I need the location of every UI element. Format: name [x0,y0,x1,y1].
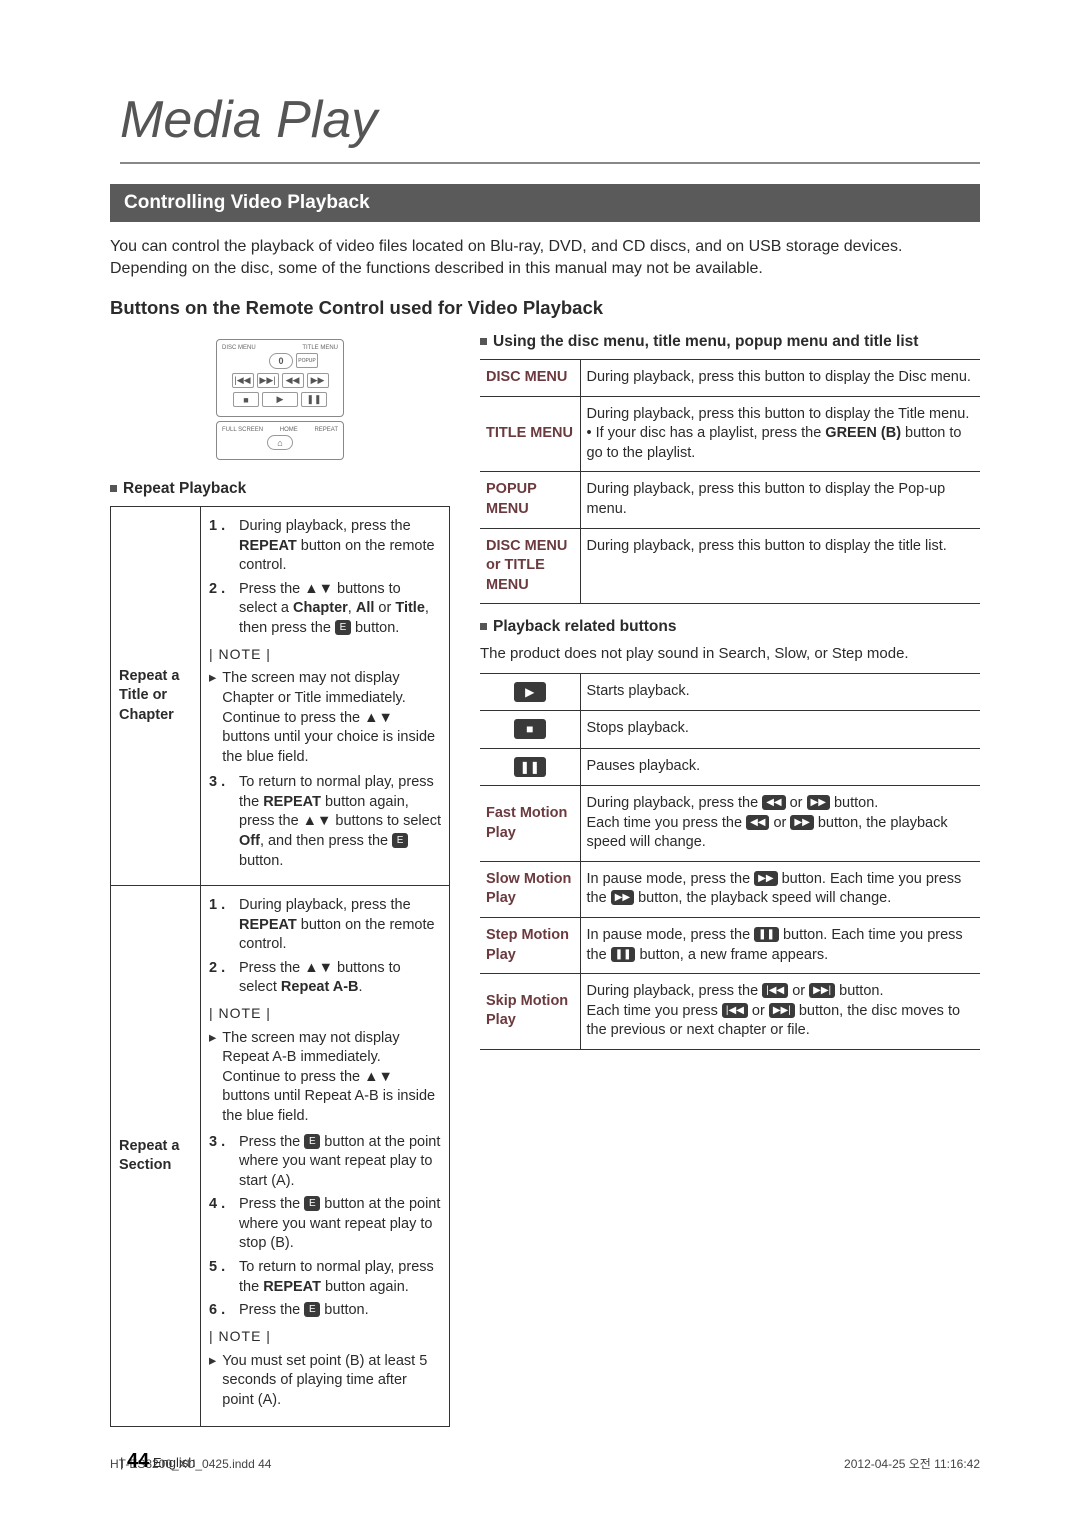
step-number: 2 . [209,959,231,998]
menu-row-label: DISC MENU or TITLE MENU [480,528,580,604]
step-text: Press the E button at the point where yo… [239,1133,441,1192]
playback-desc: During playback, press the |◀◀ or ▶▶| bu… [580,974,980,1050]
intro-text: You can control the playback of video fi… [110,236,980,279]
step-number: 3 . [209,773,231,871]
menu-table: DISC MENUDuring playback, press this but… [480,359,980,604]
note-label: NOTE [209,645,441,664]
remote-pause-icon: ❚❚ [301,392,327,407]
playback-mode-note: The product does not play sound in Searc… [480,644,980,664]
note-bullet-icon: ▸ [209,1029,216,1127]
menu-row-label: POPUP MENU [480,472,580,528]
step-number: 1 . [209,896,231,955]
page-number: 44 [127,1450,149,1472]
playback-row-label: Step Motion Play [480,918,580,974]
repeat-section-cell: 1 . During playback, press the REPEAT but… [201,886,450,1427]
left-column: DISC MENU TITLE MENU 0 POPUP |◀◀ ▶▶| ◀◀ … [110,333,450,1427]
note-bullet-icon: ▸ [209,669,216,767]
remote-label-fullscreen: FULL SCREEN [222,427,263,433]
playback-icon: ❚❚ [514,757,546,777]
remote-label-home: HOME [280,427,298,433]
step-number: 6 . [209,1301,231,1321]
playback-icon: ▶ [514,682,546,702]
right-column: Using the disc menu, title menu, popup m… [480,333,980,1427]
step-number: 3 . [209,1133,231,1192]
playback-row-label: Skip Motion Play [480,974,580,1050]
menu-row-label: TITLE MENU [480,396,580,472]
note-text: You must set point (B) at least 5 second… [222,1352,441,1411]
section-banner: Controlling Video Playback [110,184,980,222]
repeat-title-chapter-cell: 1 . During playback, press the REPEAT but… [201,507,450,886]
remote-skip-back-icon: |◀◀ [232,373,254,388]
menu-heading: Using the disc menu, title menu, popup m… [480,333,980,351]
step-text: Press the ▲▼ buttons to select Repeat A-… [239,959,441,998]
step-text: During playback, press the REPEAT button… [239,517,441,576]
remote-play-icon: ▶ [262,392,298,407]
remote-home-icon: ⌂ [267,435,293,450]
step-number: 5 . [209,1258,231,1297]
step-number: 4 . [209,1195,231,1254]
note-text: The screen may not display Repeat A-B im… [222,1029,441,1127]
repeat-playback-heading: Repeat Playback [110,480,450,498]
remote-label-repeat: REPEAT [314,427,338,433]
footer-date: 2012-04-25 오전 11:16:42 [844,1455,980,1472]
remote-zero-button: 0 [269,353,293,369]
menu-row-label: DISC MENU [480,360,580,397]
remote-buttons-subhead: Buttons on the Remote Control used for V… [110,297,980,319]
playback-table: ▶ Starts playback. ■ Stops playback. ❚❚ Pause… [480,673,980,1050]
step-text: Press the ▲▼ buttons to select a Chapter… [239,580,441,639]
note-label: NOTE [209,1327,441,1346]
playback-desc: Starts playback. [580,673,980,711]
playback-row-label: Fast Motion Play [480,786,580,862]
menu-row-desc: During playback, press this button to di… [580,472,980,528]
playback-icon: ■ [514,719,546,739]
step-text: During playback, press the REPEAT button… [239,896,441,955]
playback-buttons-heading: Playback related buttons [480,618,980,636]
menu-row-desc: During playback, press this button to di… [580,396,980,472]
remote-rew-icon: ◀◀ [282,373,304,388]
remote-label-disc-menu: DISC MENU [222,345,256,351]
step-number: 1 . [209,517,231,576]
remote-ff-icon: ▶▶ [307,373,329,388]
page-lang: English [153,1455,196,1470]
repeat-table: Repeat a Title or Chapter 1 . During play… [110,506,450,1427]
playback-desc: In pause mode, press the ▶▶ button. Each… [580,861,980,917]
note-label: NOTE [209,1004,441,1023]
note-bullet-icon: ▸ [209,1352,216,1411]
remote-popup-button: POPUP [296,353,318,368]
remote-label-title-menu: TITLE MENU [302,345,338,351]
playback-row-label: Slow Motion Play [480,861,580,917]
repeat-title-chapter-label: Repeat a Title or Chapter [111,507,201,886]
note-text: The screen may not display Chapter or Ti… [222,669,441,767]
step-text: To return to normal play, press the REPE… [239,1258,441,1297]
playback-desc: Pauses playback. [580,748,980,786]
playback-icon-cell: ❚❚ [480,748,580,786]
playback-desc: Stops playback. [580,711,980,749]
page-bar: | [120,1455,127,1470]
playback-desc: In pause mode, press the ❚❚ button. Each… [580,918,980,974]
menu-row-desc: During playback, press this button to di… [580,528,980,604]
repeat-section-label: Repeat a Section [111,886,201,1427]
remote-stop-icon: ■ [233,392,259,407]
remote-diagram: DISC MENU TITLE MENU 0 POPUP |◀◀ ▶▶| ◀◀ … [210,333,350,466]
menu-row-desc: During playback, press this button to di… [580,360,980,397]
step-text: Press the E button. [239,1301,441,1321]
step-text: Press the E button at the point where yo… [239,1195,441,1254]
playback-desc: During playback, press the ◀◀ or ▶▶ butt… [580,786,980,862]
step-text: To return to normal play, press the REPE… [239,773,441,871]
remote-skip-fwd-icon: ▶▶| [257,373,279,388]
playback-icon-cell: ■ [480,711,580,749]
step-number: 2 . [209,580,231,639]
page-title: Media Play [120,90,980,164]
playback-icon-cell: ▶ [480,673,580,711]
